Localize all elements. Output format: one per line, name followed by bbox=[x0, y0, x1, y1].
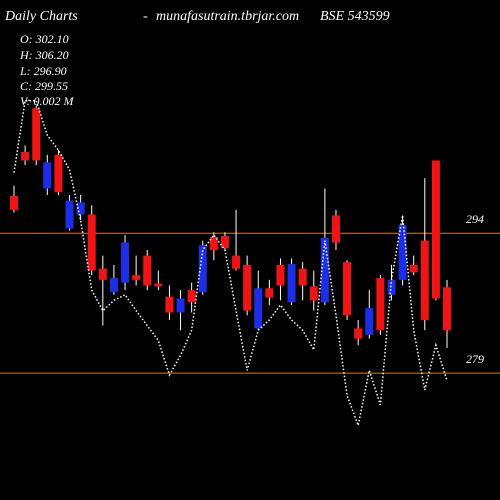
candle-body bbox=[209, 236, 218, 250]
candle-body bbox=[443, 287, 451, 331]
candle-body bbox=[409, 264, 418, 273]
candle-body bbox=[420, 240, 429, 320]
candle-body bbox=[65, 200, 74, 229]
candle-body bbox=[220, 236, 229, 249]
plot: 294 279 bbox=[0, 99, 500, 429]
trend-line bbox=[13, 99, 448, 429]
candle-body bbox=[109, 277, 118, 292]
candle-body bbox=[98, 268, 107, 280]
candle-body bbox=[32, 108, 41, 161]
candle-body bbox=[331, 215, 340, 243]
candle-body bbox=[121, 242, 130, 283]
candle-body bbox=[265, 288, 274, 298]
candle-body bbox=[343, 262, 352, 316]
candle-body bbox=[43, 162, 52, 189]
candle-body bbox=[187, 290, 196, 303]
candle-body bbox=[198, 245, 207, 292]
info-high: H: 306.20 bbox=[19, 48, 69, 62]
y-tick-label: 294 bbox=[466, 212, 484, 226]
candle-body bbox=[143, 255, 152, 286]
candle-body bbox=[254, 288, 263, 329]
candle-body bbox=[309, 286, 318, 301]
candle-body bbox=[165, 296, 174, 313]
site: munafasutrain.tbrjar.com bbox=[156, 9, 299, 24]
candle-body bbox=[243, 264, 252, 311]
candle-body bbox=[276, 264, 285, 286]
info-open: O: 302.10 bbox=[20, 32, 69, 46]
candle-body bbox=[387, 279, 396, 295]
candle-body bbox=[354, 328, 363, 339]
chart-title: Daily Charts bbox=[4, 9, 78, 24]
candle-body bbox=[54, 154, 63, 193]
candle-body bbox=[10, 195, 18, 210]
candle-body bbox=[376, 277, 385, 331]
info-close: C: 299.55 bbox=[20, 79, 68, 93]
candle-body bbox=[287, 263, 296, 303]
symbol: BSE 543599 bbox=[320, 9, 390, 24]
candle-body bbox=[87, 214, 96, 271]
candle-body bbox=[154, 283, 163, 287]
separator: - bbox=[143, 9, 148, 24]
info-volume: V: 0.002 M bbox=[20, 94, 75, 108]
candle-body bbox=[176, 298, 185, 313]
candle-body bbox=[232, 255, 241, 269]
candle-body bbox=[398, 224, 407, 280]
candle-body bbox=[431, 160, 440, 299]
candle-body bbox=[298, 268, 307, 286]
info-low: L: 296.90 bbox=[19, 64, 67, 78]
candle-body bbox=[76, 202, 85, 215]
candle-body bbox=[320, 237, 329, 303]
candle-body bbox=[21, 152, 30, 161]
candle-body bbox=[365, 307, 374, 335]
y-tick-label: 279 bbox=[466, 352, 484, 366]
candle-body bbox=[132, 275, 141, 280]
